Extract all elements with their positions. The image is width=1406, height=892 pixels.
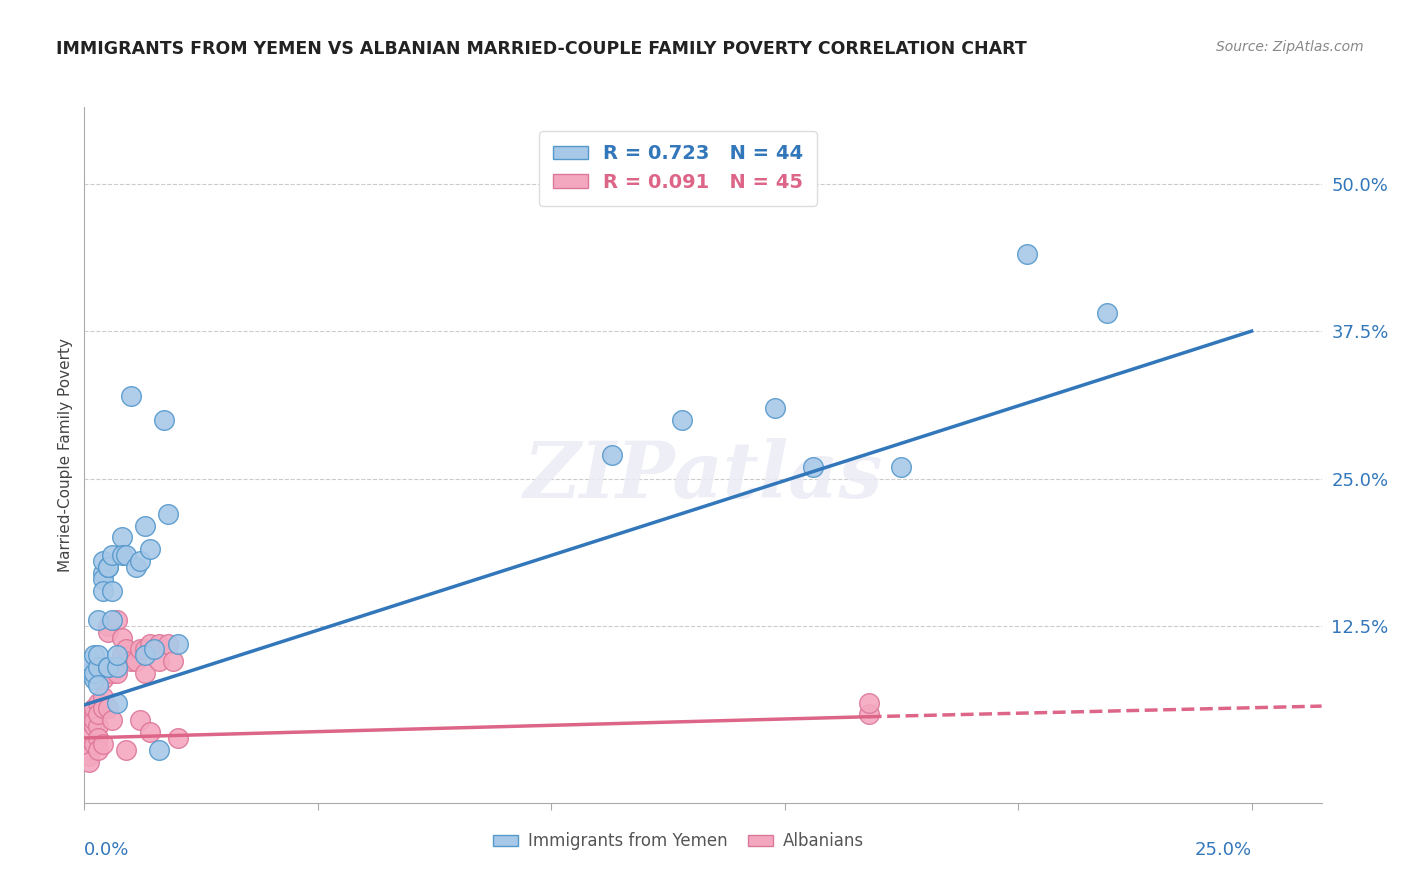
Point [83, 719, 105, 733]
Point [125, 560, 148, 574]
Point [801, 459, 824, 474]
Point [87, 696, 110, 710]
Point [671, 412, 693, 426]
Point [97, 624, 120, 639]
Point [157, 637, 180, 651]
Point [105, 613, 128, 627]
Point [83, 701, 105, 715]
Point [83, 737, 105, 751]
Point [111, 531, 134, 545]
Point [97, 560, 120, 574]
Text: Source: ZipAtlas.com: Source: ZipAtlas.com [1216, 40, 1364, 54]
Point [91, 690, 114, 704]
Point [77, 755, 100, 769]
Point [87, 731, 110, 745]
Point [87, 707, 110, 722]
Point [125, 654, 148, 668]
Point [148, 654, 170, 668]
Point [83, 707, 105, 722]
Legend: Immigrants from Yemen, Albanians: Immigrants from Yemen, Albanians [486, 826, 870, 857]
Point [87, 648, 110, 663]
Point [91, 672, 114, 686]
Point [1017, 247, 1039, 261]
Point [858, 707, 880, 722]
Point [87, 678, 110, 692]
Y-axis label: Married-Couple Family Poverty: Married-Couple Family Poverty [58, 338, 73, 572]
Text: 25.0%: 25.0% [1195, 841, 1251, 859]
Point [890, 459, 912, 474]
Point [115, 743, 138, 757]
Point [87, 743, 110, 757]
Point [101, 583, 124, 598]
Point [87, 613, 110, 627]
Point [115, 548, 138, 562]
Point [134, 642, 156, 657]
Point [91, 583, 114, 598]
Point [83, 666, 105, 681]
Point [91, 572, 114, 586]
Point [143, 642, 166, 657]
Point [157, 507, 180, 521]
Point [105, 696, 128, 710]
Point [87, 719, 110, 733]
Point [1095, 306, 1118, 320]
Point [134, 648, 156, 663]
Point [77, 731, 100, 745]
Point [105, 666, 128, 681]
Text: IMMIGRANTS FROM YEMEN VS ALBANIAN MARRIED-COUPLE FAMILY POVERTY CORRELATION CHAR: IMMIGRANTS FROM YEMEN VS ALBANIAN MARRIE… [56, 40, 1026, 58]
Point [763, 401, 786, 415]
Point [138, 637, 160, 651]
Point [105, 648, 128, 663]
Point [91, 554, 114, 568]
Point [77, 654, 100, 668]
Text: 0.0%: 0.0% [84, 841, 129, 859]
Point [129, 713, 152, 727]
Point [87, 660, 110, 674]
Point [97, 619, 120, 633]
Point [162, 654, 184, 668]
Point [111, 648, 134, 663]
Point [166, 731, 188, 745]
Point [600, 448, 623, 462]
Point [152, 412, 174, 426]
Point [148, 637, 170, 651]
Point [97, 560, 120, 574]
Point [111, 631, 134, 645]
Text: ZIPatlas: ZIPatlas [523, 438, 883, 514]
Point [115, 642, 138, 657]
Point [101, 713, 124, 727]
Point [148, 743, 170, 757]
Point [83, 648, 105, 663]
Point [77, 743, 100, 757]
Point [77, 666, 100, 681]
Point [83, 713, 105, 727]
Point [77, 748, 100, 763]
Point [101, 666, 124, 681]
Point [97, 701, 120, 715]
Point [858, 696, 880, 710]
Point [91, 737, 114, 751]
Point [97, 660, 120, 674]
Point [111, 548, 134, 562]
Point [120, 389, 142, 403]
Point [101, 660, 124, 674]
Point [91, 566, 114, 580]
Point [91, 701, 114, 715]
Point [129, 554, 152, 568]
Point [166, 637, 188, 651]
Point [138, 542, 160, 557]
Point [134, 666, 156, 681]
Point [101, 548, 124, 562]
Point [97, 660, 120, 674]
Point [129, 642, 152, 657]
Point [134, 518, 156, 533]
Point [101, 613, 124, 627]
Point [105, 660, 128, 674]
Point [138, 725, 160, 739]
Point [120, 654, 142, 668]
Point [83, 672, 105, 686]
